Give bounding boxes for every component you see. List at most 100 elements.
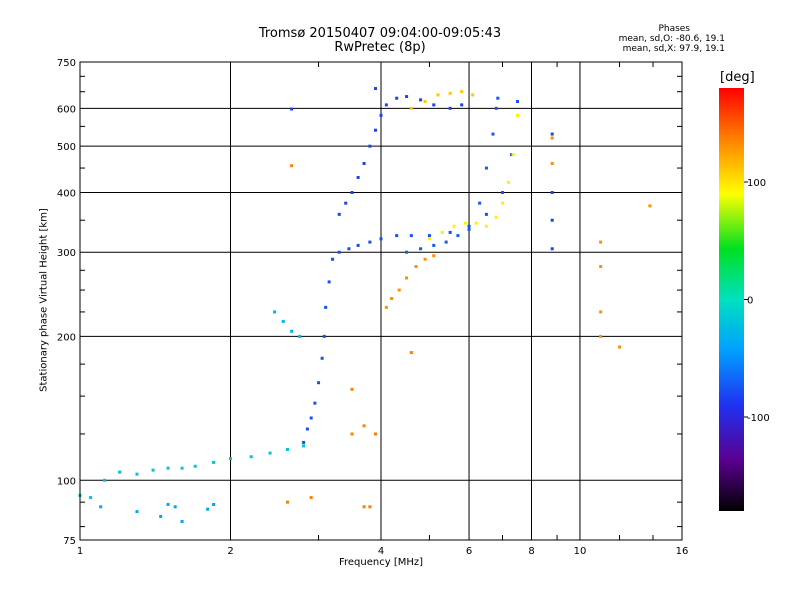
echo-point-o [356, 175, 360, 179]
phase-heading: Phases [658, 24, 690, 34]
echo-point-x [362, 505, 366, 509]
echo-point-o [467, 224, 471, 228]
echo-point-x [474, 221, 478, 225]
colorbar-tick-label: 0 [747, 296, 753, 307]
echo-point-o [444, 240, 448, 244]
echo-point-o [159, 514, 163, 518]
echo-point-o [350, 190, 354, 194]
echo-point-x [405, 276, 409, 280]
echo-point-o [368, 240, 372, 244]
echo-point-o [379, 237, 383, 241]
y-tick-label: 750 [57, 58, 76, 69]
echo-point-o [478, 201, 482, 205]
echo-point-o [302, 444, 306, 448]
echo-point-o [135, 472, 139, 476]
echo-point-o [467, 227, 471, 231]
echo-point-x [350, 432, 354, 436]
x-tick-label: 10 [574, 546, 587, 557]
echo-point-x [397, 288, 401, 292]
echo-point-x [350, 387, 354, 391]
y-tick-label: 75 [63, 536, 76, 547]
echo-point-x [494, 215, 498, 219]
echo-point-o [331, 257, 335, 261]
echo-point-x [409, 351, 413, 355]
echo-point-x [414, 265, 418, 269]
echo-point-o [229, 457, 232, 461]
echo-point-o [460, 103, 464, 107]
echo-point-x [599, 240, 603, 244]
echo-point-x [550, 136, 554, 140]
phase-mean-x: mean, sd,X: 97.9, 19.1 [622, 44, 725, 54]
echo-point-o [494, 106, 498, 110]
echo-point-o [501, 190, 505, 194]
echo-point-o [419, 247, 423, 251]
echo-point-o [290, 107, 294, 111]
echo-point-o [374, 128, 378, 132]
colorbar-label: [deg] [720, 70, 755, 85]
echo-point-o [151, 468, 155, 472]
echo-point-x [515, 113, 519, 117]
echo-point-o [317, 381, 321, 385]
echo-point-x [501, 201, 505, 205]
x-axis-label: Frequency [MHz] [338, 557, 424, 568]
echo-point-x [290, 164, 294, 168]
echo-point-o [550, 218, 554, 222]
echo-point-x [648, 204, 652, 208]
echo-point-o [89, 496, 93, 500]
echo-point-x [432, 254, 436, 258]
echo-point-x [427, 237, 431, 241]
echo-point-o [302, 440, 306, 444]
y-tick-label: 200 [57, 332, 76, 343]
echo-point-o [180, 466, 184, 470]
echo-point-x [599, 334, 603, 338]
echo-point-o [135, 510, 139, 514]
echo-point-o [368, 144, 372, 148]
echo-point-o [313, 401, 317, 405]
echo-point-o [448, 106, 452, 110]
echo-point-x [460, 90, 464, 94]
echo-point-x [452, 224, 456, 228]
y-tick-label: 100 [57, 476, 76, 487]
plot-frame [79, 61, 683, 541]
y-tick-label: 500 [57, 142, 76, 153]
echo-point-o [395, 96, 399, 100]
echo-point-o [322, 334, 326, 338]
echo-point-o [409, 234, 413, 238]
y-axis-label: Stationary phase Virtual Height [km] [38, 208, 50, 392]
echo-point-o [290, 329, 294, 333]
echo-point-o [550, 132, 554, 136]
x-tick-label: 6 [466, 546, 472, 557]
echo-point-o [550, 190, 554, 194]
echo-point-o [362, 161, 366, 165]
echo-point-o [206, 507, 210, 511]
echo-point-x [436, 93, 440, 97]
echo-point-x [550, 161, 554, 165]
echo-point-o [496, 96, 500, 100]
echo-point-o [337, 212, 341, 216]
echo-point-x [484, 224, 488, 228]
echo-point-o [356, 243, 360, 247]
echo-point-x [423, 257, 427, 261]
echo-point-x [448, 91, 452, 95]
echo-point-o [273, 310, 277, 314]
y-tick-label: 600 [57, 104, 76, 115]
echo-point-o [344, 201, 348, 205]
echo-point-x [409, 106, 413, 110]
x-tick-label: 4 [378, 546, 384, 557]
echo-point-o [327, 280, 331, 284]
chart-title: Tromsø 20150407 09:04:00-09:05:43 [258, 26, 502, 41]
echo-point-o [337, 250, 341, 254]
y-tick-label: 400 [57, 188, 76, 199]
x-tick-label: 16 [676, 546, 689, 557]
echo-point-o [432, 243, 436, 247]
echo-point-x [309, 496, 313, 500]
echo-point-o [448, 230, 452, 234]
echo-point-o [324, 305, 328, 309]
echo-point-o [374, 87, 378, 91]
echo-point-o [491, 132, 495, 136]
echo-point-x [384, 305, 388, 309]
x-tick-label: 1 [77, 546, 83, 557]
echo-point-o [347, 247, 351, 251]
